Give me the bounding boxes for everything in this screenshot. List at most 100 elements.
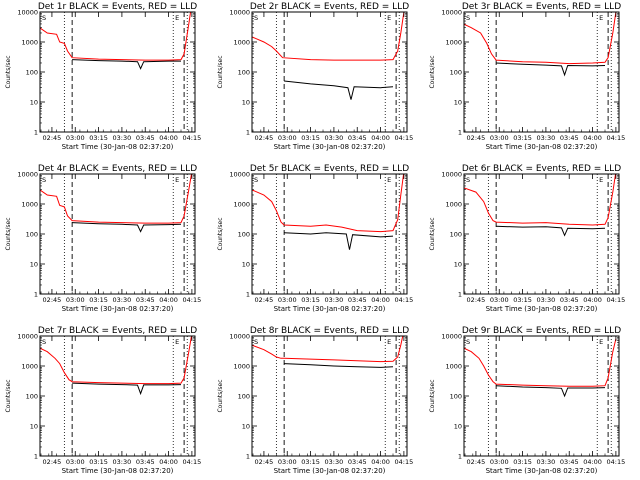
y-tick-label: 100	[26, 69, 38, 77]
start-marker-label: S	[254, 14, 258, 22]
end-marker-label: E	[175, 176, 179, 184]
x-tick-label: 03:15	[89, 134, 108, 142]
y-tick-label: 10000	[441, 171, 462, 179]
data-lines	[252, 12, 405, 100]
x-tick-label: 03:00	[66, 134, 85, 142]
end-marker-label: E	[175, 14, 179, 22]
x-tick-label: 04:15	[183, 296, 202, 304]
data-lines	[464, 12, 617, 77]
x-axis-label: Start Time (30-Jan-08 02:37:20)	[62, 305, 174, 313]
series-lld-line	[252, 336, 404, 363]
x-axis-label: Start Time (30-Jan-08 02:37:20)	[274, 305, 386, 313]
y-axis-label: Counts/sec	[429, 379, 436, 412]
y-tick-label: 10	[242, 99, 250, 107]
x-tick-label: 02:45	[467, 134, 486, 142]
x-tick-label: 04:00	[159, 134, 178, 142]
x-tick-label: 03:00	[66, 458, 85, 466]
series-lld-line	[40, 174, 192, 224]
chart-panel-6: Det 6r BLACK = Events, RED = LLD Counts/s…	[429, 164, 625, 313]
y-tick-label: 1000	[233, 201, 250, 209]
x-tick-label: 03:30	[537, 134, 556, 142]
series-events-line	[72, 382, 182, 396]
x-tick-label: 03:15	[301, 134, 320, 142]
series-events-line	[496, 62, 606, 77]
x-axis-label: Start Time (30-Jan-08 02:37:20)	[62, 467, 174, 475]
plot-frame	[251, 11, 408, 133]
data-lines	[464, 338, 617, 398]
y-axis-label: Counts/sec	[217, 55, 224, 88]
chart-panel-1: Det 1r BLACK = Events, RED = LLD Counts/s…	[5, 2, 201, 151]
series-lld-line	[252, 12, 405, 61]
x-tick-label: 03:15	[301, 296, 320, 304]
x-tick-label: 03:30	[113, 296, 132, 304]
plot-frame	[251, 335, 408, 457]
panel-title: Det 1r BLACK = Events, RED = LLD	[38, 2, 197, 12]
y-tick-label: 10	[454, 423, 462, 431]
x-tick-label: 02:45	[255, 458, 274, 466]
x-tick-label: 02:45	[467, 296, 486, 304]
chart-panel-2: Det 2r BLACK = Events, RED = LLD Counts/s…	[217, 2, 413, 151]
y-tick-label: 1000	[445, 39, 462, 47]
x-tick-label: 03:30	[537, 458, 556, 466]
x-tick-label: 04:00	[583, 296, 602, 304]
y-tick-label: 1	[34, 453, 38, 461]
y-tick-label: 10	[242, 423, 250, 431]
x-axis-label: Start Time (30-Jan-08 02:37:20)	[486, 467, 598, 475]
series-events-line	[284, 232, 394, 250]
y-tick-label: 10	[454, 99, 462, 107]
end-marker-label: E	[387, 176, 391, 184]
y-tick-label: 1	[246, 453, 250, 461]
series-lld-line	[464, 338, 617, 387]
panel-title: Det 7r BLACK = Events, RED = LLD	[38, 326, 197, 336]
chart-panel-5: Det 5r BLACK = Events, RED = LLD Counts/s…	[217, 164, 413, 313]
y-tick-label: 10	[30, 99, 38, 107]
y-tick-label: 1000	[233, 39, 250, 47]
y-tick-label: 100	[450, 231, 462, 239]
end-marker-label: E	[599, 338, 603, 346]
x-tick-label: 04:15	[183, 134, 202, 142]
start-marker-label: S	[42, 14, 46, 22]
series-lld-line	[40, 336, 192, 385]
series-lld-line	[464, 174, 617, 226]
y-tick-label: 1000	[21, 39, 38, 47]
x-axis-label: Start Time (30-Jan-08 02:37:20)	[486, 305, 598, 313]
start-marker-label: S	[42, 176, 46, 184]
start-marker-label: S	[466, 14, 470, 22]
x-tick-label: 03:00	[490, 458, 509, 466]
x-tick-label: 03:15	[89, 458, 108, 466]
series-events-line	[284, 363, 394, 368]
y-tick-label: 1000	[233, 363, 250, 371]
x-tick-label: 03:00	[66, 296, 85, 304]
x-tick-label: 03:30	[325, 458, 344, 466]
y-tick-label: 1000	[445, 363, 462, 371]
x-tick-label: 02:45	[467, 458, 486, 466]
y-tick-label: 100	[238, 69, 250, 77]
plot-frame	[463, 335, 620, 457]
x-tick-label: 03:45	[560, 458, 579, 466]
x-tick-label: 03:30	[113, 458, 132, 466]
series-events-line	[284, 80, 394, 100]
x-axis-label: Start Time (30-Jan-08 02:37:20)	[274, 143, 386, 151]
y-tick-label: 100	[26, 393, 38, 401]
x-tick-label: 04:15	[607, 458, 626, 466]
x-tick-label: 04:00	[371, 296, 390, 304]
x-tick-label: 03:45	[560, 296, 579, 304]
x-tick-label: 02:45	[43, 134, 62, 142]
plot-frame	[39, 173, 196, 295]
x-tick-label: 03:30	[325, 134, 344, 142]
x-axis-label: Start Time (30-Jan-08 02:37:20)	[274, 467, 386, 475]
chart-panel-8: Det 8r BLACK = Events, RED = LLD Counts/s…	[217, 326, 413, 475]
series-events-line	[72, 59, 181, 70]
y-tick-label: 1	[34, 129, 38, 137]
x-tick-label: 03:45	[560, 134, 579, 142]
y-tick-label: 1	[246, 291, 250, 299]
x-tick-label: 03:45	[136, 134, 155, 142]
x-axis-label: Start Time (30-Jan-08 02:37:20)	[486, 143, 598, 151]
x-tick-label: 03:45	[348, 296, 367, 304]
x-tick-label: 04:15	[183, 458, 202, 466]
x-tick-label: 03:45	[136, 296, 155, 304]
y-axis-label: Counts/sec	[5, 55, 12, 88]
y-tick-label: 1	[458, 129, 462, 137]
chart-panel-9: Det 9r BLACK = Events, RED = LLD Counts/s…	[429, 326, 625, 475]
